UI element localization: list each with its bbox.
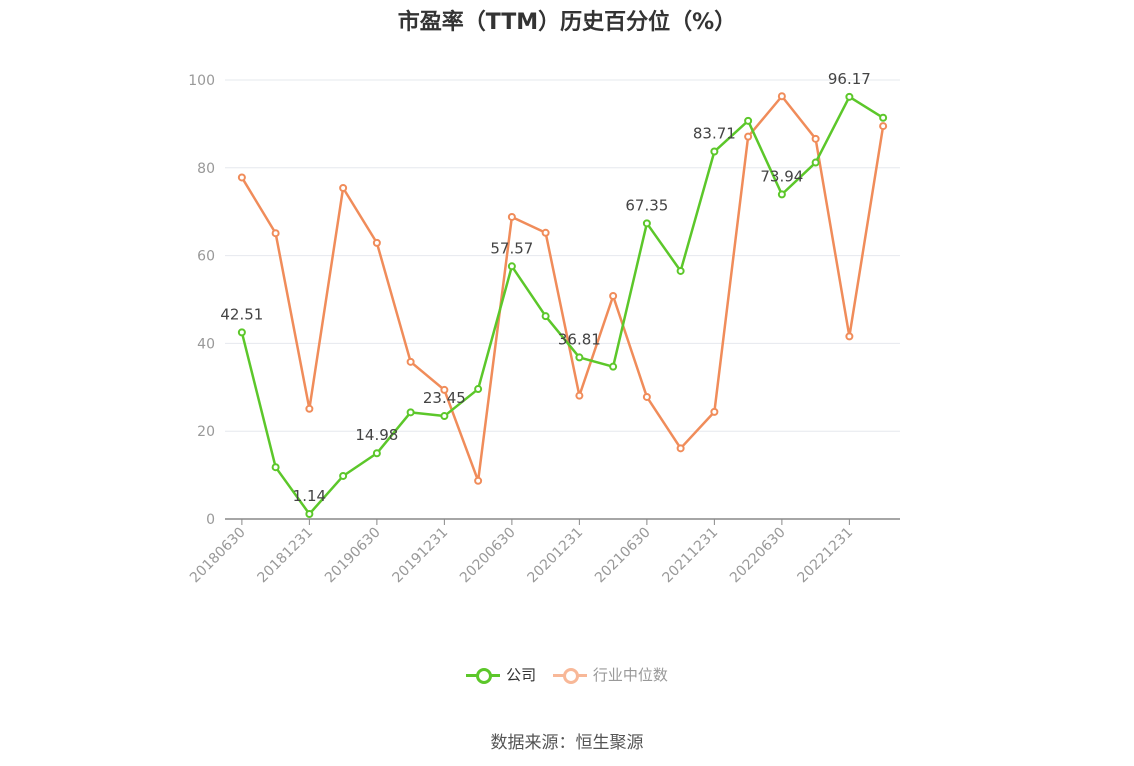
chart-title: 市盈率（TTM）历史百分位（%） bbox=[397, 10, 737, 35]
data-point-company bbox=[474, 385, 483, 394]
data-point-industry-median bbox=[237, 173, 246, 182]
x-tick-label: 20191231 bbox=[389, 525, 451, 587]
data-point-industry-median bbox=[271, 229, 280, 238]
data-point-industry-median bbox=[575, 391, 584, 400]
data-label: 73.94 bbox=[760, 167, 803, 185]
data-label: 83.71 bbox=[693, 125, 736, 143]
y-tick-label: 100 bbox=[188, 73, 215, 89]
data-point-company bbox=[339, 471, 348, 480]
data-point-industry-median bbox=[507, 212, 516, 221]
data-point-industry-median bbox=[474, 476, 483, 485]
legend-item-company[interactable]: 公司 bbox=[466, 664, 536, 685]
data-source: 数据来源：恒生聚源 bbox=[490, 733, 644, 753]
data-point-industry-median bbox=[845, 332, 854, 341]
data-point-company bbox=[541, 312, 550, 321]
data-point-company bbox=[575, 353, 584, 362]
data-point-company bbox=[710, 147, 719, 156]
data-label: 14.98 bbox=[355, 426, 398, 444]
y-tick-label: 20 bbox=[197, 424, 215, 440]
data-point-company bbox=[879, 113, 888, 122]
data-point-industry-median bbox=[811, 134, 820, 143]
y-tick-label: 60 bbox=[197, 249, 215, 265]
data-point-company bbox=[845, 92, 854, 101]
data-point-industry-median bbox=[305, 404, 314, 413]
data-point-company bbox=[777, 190, 786, 199]
data-label: 36.81 bbox=[558, 330, 601, 348]
data-point-industry-median bbox=[609, 291, 618, 300]
data-point-industry-median bbox=[879, 122, 888, 131]
x-tick-label: 20211231 bbox=[659, 525, 721, 587]
data-point-industry-median bbox=[710, 407, 719, 416]
data-point-industry-median bbox=[372, 238, 381, 247]
data-label: 96.17 bbox=[828, 70, 871, 88]
data-point-company bbox=[271, 463, 280, 472]
data-point-company bbox=[642, 219, 651, 228]
x-tick-label: 20190630 bbox=[322, 525, 384, 587]
data-label: 67.35 bbox=[625, 196, 668, 214]
grid-layer bbox=[225, 79, 900, 432]
legend-swatch-industry-median bbox=[552, 667, 587, 684]
data-point-company bbox=[676, 266, 685, 275]
x-tick-label: 20210630 bbox=[592, 525, 654, 587]
x-tick-label: 20181231 bbox=[254, 525, 316, 587]
data-label: 42.51 bbox=[220, 305, 263, 323]
data-label: 57.57 bbox=[490, 239, 533, 257]
x-tick-label: 20200630 bbox=[457, 525, 519, 587]
data-point-company bbox=[305, 509, 314, 518]
series-layer bbox=[237, 92, 888, 518]
x-tick-label: 20220630 bbox=[727, 525, 789, 587]
data-point-company bbox=[609, 362, 618, 371]
series-line-company bbox=[240, 95, 884, 516]
data-point-industry-median bbox=[541, 228, 550, 237]
data-point-industry-median bbox=[744, 132, 753, 141]
data-label: 1.14 bbox=[293, 487, 326, 505]
x-tick-label: 20221231 bbox=[794, 525, 856, 587]
legend-swatch-company bbox=[466, 667, 501, 684]
data-point-industry-median bbox=[406, 357, 415, 366]
x-tick-label: 20201231 bbox=[524, 525, 586, 587]
legend-label-company: 公司 bbox=[506, 666, 537, 684]
data-point-company bbox=[406, 408, 415, 417]
y-tick-label: 40 bbox=[197, 336, 215, 352]
data-point-company bbox=[372, 449, 381, 458]
legend-item-industry-median[interactable]: 行业中位数 bbox=[552, 664, 668, 685]
data-point-industry-median bbox=[339, 183, 348, 192]
data-point-company bbox=[507, 262, 516, 271]
series-line-industry-median bbox=[240, 94, 885, 483]
data-label-layer: 42.51 1.14 14.98 23.45 57.57 36.81 67.35 83.71 7… bbox=[220, 70, 870, 505]
data-point-industry-median bbox=[777, 92, 786, 101]
y-tick-label: 80 bbox=[197, 161, 215, 177]
data-point-company bbox=[744, 116, 753, 125]
data-point-industry-median bbox=[676, 444, 685, 453]
data-point-industry-median bbox=[440, 385, 449, 394]
data-label: 23.45 bbox=[423, 389, 466, 407]
data-point-industry-median bbox=[642, 392, 651, 401]
data-point-company bbox=[811, 158, 820, 167]
legend-label-industry-median: 行业中位数 bbox=[592, 666, 668, 684]
data-point-company bbox=[237, 328, 246, 337]
legend: 公司 行业中位数 bbox=[0, 664, 1134, 687]
x-tick-label: 20180630 bbox=[187, 525, 249, 587]
y-tick-label: 0 bbox=[206, 512, 215, 528]
data-point-company bbox=[440, 412, 449, 421]
